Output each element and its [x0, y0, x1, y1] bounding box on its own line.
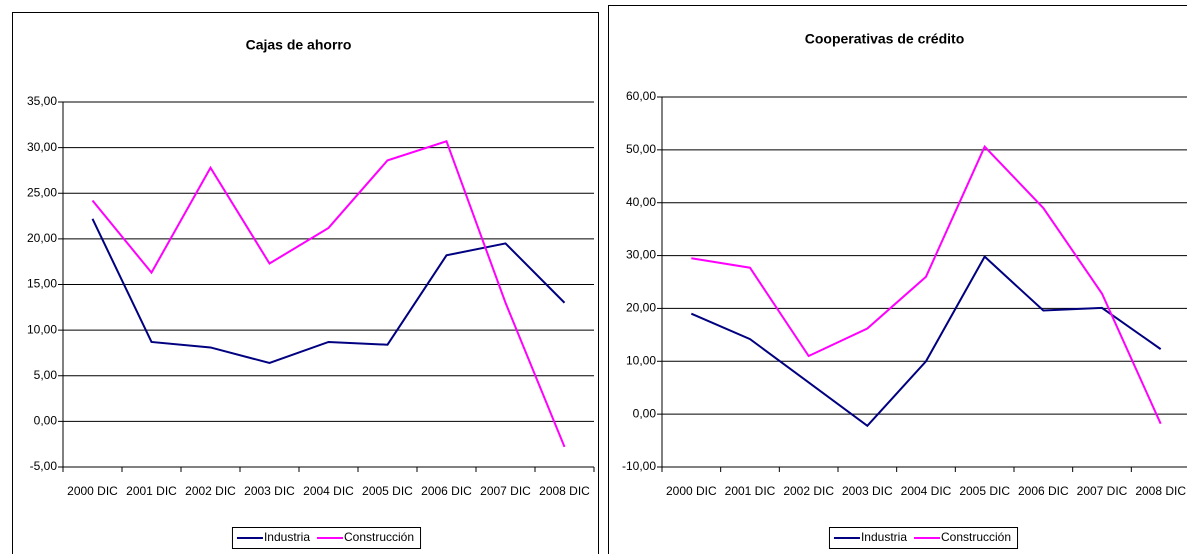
chart-title: Cooperativas de crédito	[805, 31, 965, 47]
y-tick-label: -5,00	[30, 459, 58, 473]
x-tick-label: 2007 DIC	[1077, 484, 1128, 498]
legend-label: Construcción	[344, 530, 414, 544]
x-tick-label: 2003 DIC	[244, 484, 295, 498]
x-tick-label: 2000 DIC	[67, 484, 118, 498]
x-tick-label: 2001 DIC	[126, 484, 177, 498]
y-tick-label: -10,00	[622, 459, 656, 473]
y-tick-label: 5,00	[34, 368, 58, 382]
y-tick-label: 15,00	[27, 277, 57, 291]
series-line	[691, 144, 1162, 425]
y-tick-label: 25,00	[27, 185, 57, 199]
y-tick-label: 20,00	[27, 231, 57, 245]
chart-title: Cajas de ahorro	[246, 37, 352, 53]
x-tick-label: 2005 DIC	[362, 484, 413, 498]
y-tick-label: 20,00	[626, 301, 656, 315]
legend-label: Construcción	[941, 530, 1011, 544]
y-tick-label: 0,00	[633, 406, 657, 420]
x-tick-label: 2002 DIC	[185, 484, 236, 498]
chart-frame	[12, 12, 599, 554]
y-tick-label: 0,00	[34, 414, 58, 428]
y-tick-label: 10,00	[626, 353, 656, 367]
x-tick-label: 2004 DIC	[901, 484, 952, 498]
x-tick-label: 2005 DIC	[959, 484, 1010, 498]
x-tick-label: 2006 DIC	[1018, 484, 1069, 498]
legend-label: Industria	[861, 530, 907, 544]
x-tick-label: 2003 DIC	[842, 484, 893, 498]
y-tick-label: 40,00	[626, 195, 656, 209]
x-tick-label: 2008 DIC	[539, 484, 590, 498]
chart-frame	[608, 5, 1187, 554]
x-tick-label: 2002 DIC	[783, 484, 834, 498]
y-tick-label: 60,00	[626, 89, 656, 103]
x-tick-label: 2001 DIC	[725, 484, 776, 498]
series-line	[690, 255, 1162, 428]
x-tick-label: 2008 DIC	[1135, 484, 1186, 498]
x-tick-label: 2000 DIC	[666, 484, 717, 498]
y-tick-label: 50,00	[626, 142, 656, 156]
x-tick-label: 2004 DIC	[303, 484, 354, 498]
legend-label: Industria	[264, 530, 310, 544]
y-tick-label: 10,00	[27, 322, 57, 336]
y-tick-label: 30,00	[27, 140, 57, 154]
series-line	[91, 139, 566, 448]
legend: Industria Construcción	[828, 527, 1019, 549]
y-tick-label: 35,00	[27, 94, 57, 108]
y-tick-label: 30,00	[626, 248, 656, 262]
legend: Industria Construcción	[231, 527, 422, 549]
x-tick-label: 2007 DIC	[480, 484, 531, 498]
x-tick-label: 2006 DIC	[421, 484, 472, 498]
